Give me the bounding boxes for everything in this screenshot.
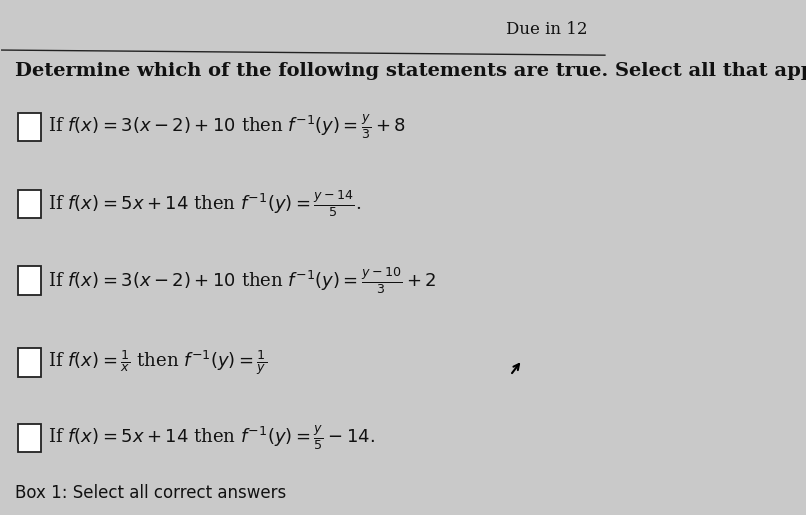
Text: Determine which of the following statements are true. Select all that apply.: Determine which of the following stateme…: [15, 62, 806, 80]
Text: Box 1: Select all correct answers: Box 1: Select all correct answers: [15, 484, 286, 502]
FancyBboxPatch shape: [19, 424, 41, 452]
Text: If $f(x) = 5x+14$ then $f^{-1}(y) = \frac{y-14}{5}$.: If $f(x) = 5x+14$ then $f^{-1}(y) = \fra…: [48, 188, 361, 219]
Text: If $f(x) = \frac{1}{x}$ then $f^{-1}(y) = \frac{1}{y}$: If $f(x) = \frac{1}{x}$ then $f^{-1}(y) …: [48, 348, 267, 377]
FancyBboxPatch shape: [19, 349, 41, 376]
FancyBboxPatch shape: [19, 113, 41, 141]
Text: If $f(x) = 5x+14$ then $f^{-1}(y) = \frac{y}{5}-14.$: If $f(x) = 5x+14$ then $f^{-1}(y) = \fra…: [48, 423, 375, 452]
Text: Due in 12: Due in 12: [505, 21, 588, 38]
FancyBboxPatch shape: [19, 266, 41, 295]
Text: If $f(x) = 3(x-2)+10$ then $f^{-1}(y) = \frac{y-10}{3}+2$: If $f(x) = 3(x-2)+10$ then $f^{-1}(y) = …: [48, 265, 436, 296]
FancyBboxPatch shape: [19, 190, 41, 218]
Text: If $f(x) = 3(x-2)+10$ then $f^{-1}(y) = \frac{y}{3}+8$: If $f(x) = 3(x-2)+10$ then $f^{-1}(y) = …: [48, 113, 406, 141]
